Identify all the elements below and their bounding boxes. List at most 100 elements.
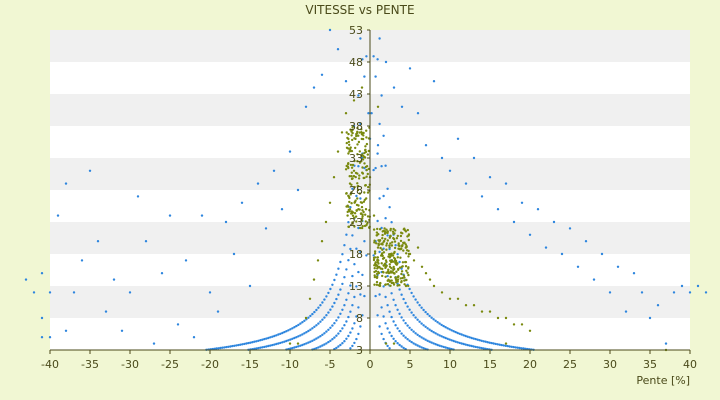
series-2-cluster-point xyxy=(393,272,396,275)
series-1-curve-point xyxy=(321,318,324,321)
series-1-curve-point xyxy=(466,343,469,347)
series-1-curve-point xyxy=(345,268,348,271)
series-2-cluster-point xyxy=(353,200,357,204)
series-2-cluster-point xyxy=(404,246,407,249)
series-1-curve-point xyxy=(398,260,401,264)
series-1-curve-point xyxy=(319,345,322,348)
series-1-curve-point xyxy=(440,335,443,338)
series-1-curve-point xyxy=(357,165,360,168)
series-2-point xyxy=(496,316,500,320)
series-2-cluster-point xyxy=(373,256,377,259)
series-2-cluster-point xyxy=(345,192,348,195)
series-2-cluster-point xyxy=(390,281,393,285)
series-1-point xyxy=(72,291,76,294)
series-2-cluster-point xyxy=(375,283,379,286)
series-1-curve-point xyxy=(355,315,358,318)
series-1-curve-point xyxy=(402,297,405,301)
series-1-curve-point xyxy=(436,333,439,336)
series-1-curve-point xyxy=(281,341,284,344)
series-1-curve-point xyxy=(263,345,266,349)
series-2-cluster-point xyxy=(395,281,398,284)
series-1-point xyxy=(560,252,564,256)
series-2-cluster-point xyxy=(377,266,380,269)
series-1-curve-point xyxy=(271,343,274,347)
series-2-point xyxy=(324,220,328,224)
series-2-cluster-point xyxy=(376,256,379,259)
series-1-curve-point xyxy=(303,343,306,346)
series-1-curve-point xyxy=(303,319,306,322)
series-1-curve-point xyxy=(257,346,260,350)
series-1-curve-point xyxy=(317,336,320,339)
series-2-point xyxy=(456,297,460,300)
series-1-curve-point xyxy=(247,341,250,345)
x-tick-label: -30 xyxy=(121,358,139,371)
x-tick-label: 40 xyxy=(683,358,697,371)
series-2-point xyxy=(432,284,436,288)
series-2-cluster-point xyxy=(377,233,380,236)
series-2-cluster-point xyxy=(384,283,388,286)
series-2-point xyxy=(376,246,380,249)
series-1-curve-point xyxy=(370,112,373,115)
series-2-cluster-point xyxy=(351,222,354,225)
series-1-curve-point xyxy=(305,331,308,334)
series-1-curve-point xyxy=(349,347,352,350)
series-1-point xyxy=(112,278,116,281)
series-1-curve-point xyxy=(219,346,222,350)
series-1-curve-point xyxy=(311,339,314,342)
series-1-curve-point xyxy=(396,253,399,256)
series-1-curve-point xyxy=(291,327,294,330)
series-2-cluster-point xyxy=(401,276,404,280)
series-1-curve-point xyxy=(297,345,300,348)
series-2-cluster-point xyxy=(407,233,411,236)
series-1-curve-point xyxy=(420,306,423,309)
series-2-cluster-point xyxy=(386,239,389,242)
series-1-point xyxy=(136,195,140,198)
series-1-curve-point xyxy=(374,166,377,170)
series-1-curve-point xyxy=(217,347,220,350)
series-2-cluster-point xyxy=(405,269,408,272)
series-2-cluster-point xyxy=(377,271,381,275)
series-1-point xyxy=(464,182,468,185)
x-tick-label: 20 xyxy=(523,358,537,371)
series-1-curve-point xyxy=(522,347,525,350)
series-2-cluster-point xyxy=(404,230,408,233)
series-1-curve-point xyxy=(245,342,248,345)
series-2-cluster-point xyxy=(383,262,387,265)
series-1-curve-point xyxy=(345,320,348,323)
series-1-curve-point xyxy=(355,194,358,198)
series-1-curve-point xyxy=(359,37,362,40)
series-1-curve-point xyxy=(448,347,451,350)
series-1-point xyxy=(104,310,108,313)
y-tick-label: 23 xyxy=(349,216,363,229)
series-2-cluster-point xyxy=(402,249,405,252)
series-2-cluster-point xyxy=(347,194,350,197)
series-2-cluster-point xyxy=(362,131,365,135)
series-2-cluster-point xyxy=(358,192,362,195)
series-1-curve-point xyxy=(386,187,389,190)
series-1-curve-point xyxy=(444,336,447,340)
series-1-point xyxy=(480,195,484,198)
series-1-point xyxy=(56,214,60,217)
series-1-curve-point xyxy=(460,342,463,345)
series-1-curve-point xyxy=(315,337,318,340)
series-2-cluster-point xyxy=(393,232,396,235)
series-1-curve-point xyxy=(408,308,411,311)
series-2-cluster-point xyxy=(403,276,406,279)
series-2-cluster-point xyxy=(356,182,359,185)
x-tick-label: -25 xyxy=(161,358,179,371)
y-tick-label: 48 xyxy=(349,56,363,69)
series-2-cluster-point xyxy=(398,266,402,269)
series-1-curve-point xyxy=(263,337,266,341)
series-1-point xyxy=(672,291,676,294)
series-2-cluster-point xyxy=(384,231,387,235)
series-1-curve-point xyxy=(378,122,381,126)
series-2-cluster-point xyxy=(360,128,363,131)
series-1-point xyxy=(576,265,580,268)
series-1-curve-point xyxy=(327,340,330,344)
series-1-point xyxy=(544,246,548,249)
series-1-curve-point xyxy=(386,327,389,330)
series-2-cluster-point xyxy=(362,155,366,159)
series-2-cluster-point xyxy=(399,277,402,280)
series-1-curve-point xyxy=(335,319,338,322)
series-1-curve-point xyxy=(295,336,298,339)
